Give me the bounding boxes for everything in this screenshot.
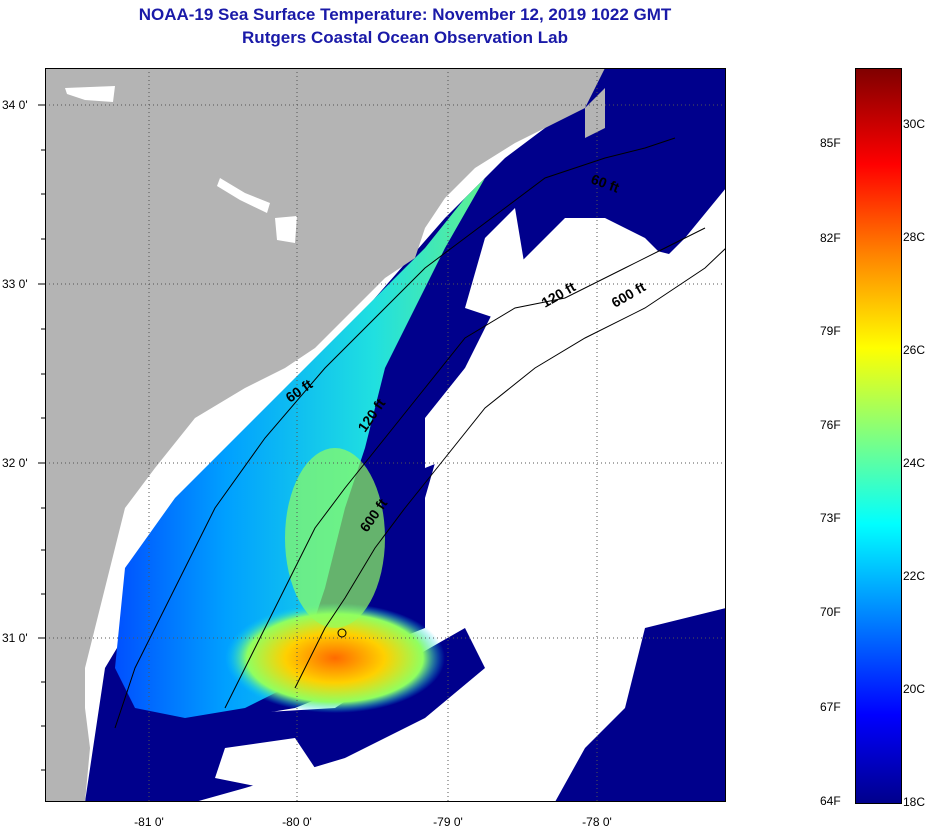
cloud-patch [555, 248, 685, 348]
cold-water-region [555, 608, 726, 802]
colorbar-f-label: 64F [820, 794, 841, 808]
colorbar-f-label: 67F [820, 700, 841, 714]
cold-water-region [605, 128, 705, 198]
land [585, 88, 605, 138]
colorbar-c-label: 22C [903, 569, 926, 583]
cloud-patch [465, 208, 525, 318]
lat-label: 32 0' [2, 456, 28, 470]
lat-label: 31 0' [2, 631, 28, 645]
colorbar-f-label: 73F [820, 511, 841, 525]
colorbar-c-label: 26C [903, 343, 926, 357]
colorbar-c-label: 20C [903, 682, 926, 696]
map-frame [45, 68, 726, 802]
colorbar-c-label: 24C [903, 456, 926, 470]
colorbar-f-label: 82F [820, 231, 841, 245]
colorbar-c-label: 30C [903, 117, 926, 131]
sst-map: 60 ft 120 ft 600 ft 60 ft 120 ft 600 ft [45, 68, 726, 802]
lake [217, 178, 270, 213]
cloud-patch [425, 468, 465, 598]
map-axis-ticks [38, 104, 45, 771]
land [45, 68, 605, 802]
bathymetry-contours [114, 137, 726, 729]
buoy-marker [337, 628, 347, 638]
warm-water-patch [225, 603, 445, 713]
lon-label: -81 0' [134, 815, 164, 829]
lon-label: -80 0' [282, 815, 312, 829]
colorbar-f-label: 76F [820, 418, 841, 432]
lat-label: 34 0' [2, 98, 28, 112]
title-line-1: NOAA-19 Sea Surface Temperature: Novembe… [138, 5, 672, 24]
colorbar-c-label: 28C [903, 230, 926, 244]
cloud-patch [215, 738, 315, 788]
lat-label: 33 0' [2, 277, 28, 291]
shelf-water [115, 178, 485, 718]
cloud-patch [345, 748, 425, 793]
colorbar-c-label: 18C [903, 795, 926, 809]
graticule [45, 68, 726, 802]
warm-water-patch [285, 448, 385, 628]
lake [275, 216, 297, 243]
colorbar-f-label: 79F [820, 324, 841, 338]
lon-label: -78 0' [582, 815, 612, 829]
colorbar-f-label: 85F [820, 136, 841, 150]
lon-label: -79 0' [433, 815, 463, 829]
lake [65, 86, 115, 102]
colorbar-f-label: 70F [820, 605, 841, 619]
colorbar [855, 68, 902, 804]
title-line-2: Rutgers Coastal Ocean Observation Lab [242, 28, 568, 47]
